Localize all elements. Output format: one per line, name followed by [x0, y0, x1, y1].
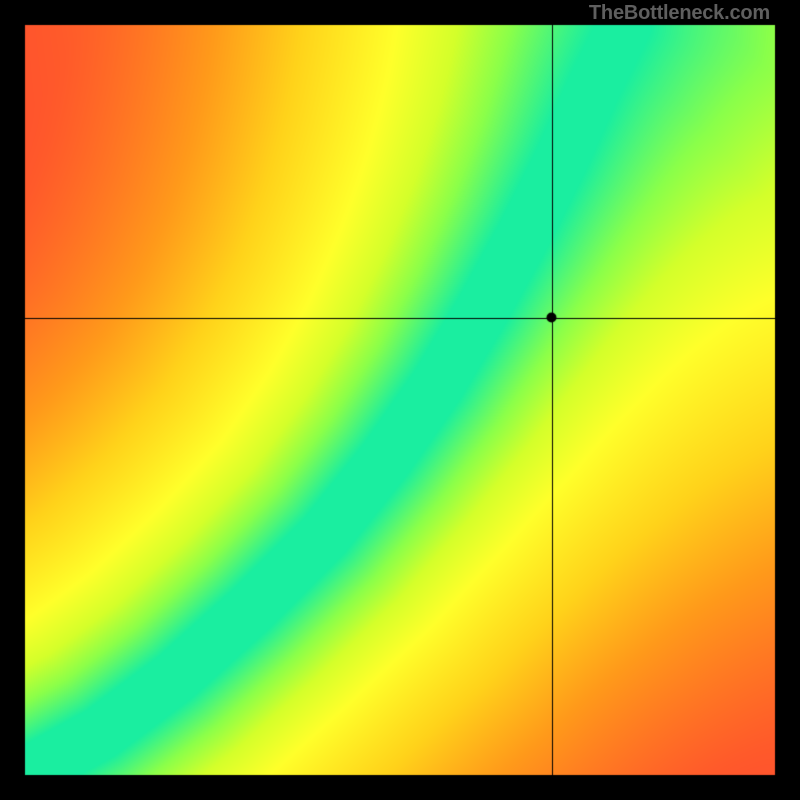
chart-container: TheBottleneck.com — [0, 0, 800, 800]
heatmap-canvas — [0, 0, 800, 800]
watermark-label: TheBottleneck.com — [589, 2, 770, 25]
